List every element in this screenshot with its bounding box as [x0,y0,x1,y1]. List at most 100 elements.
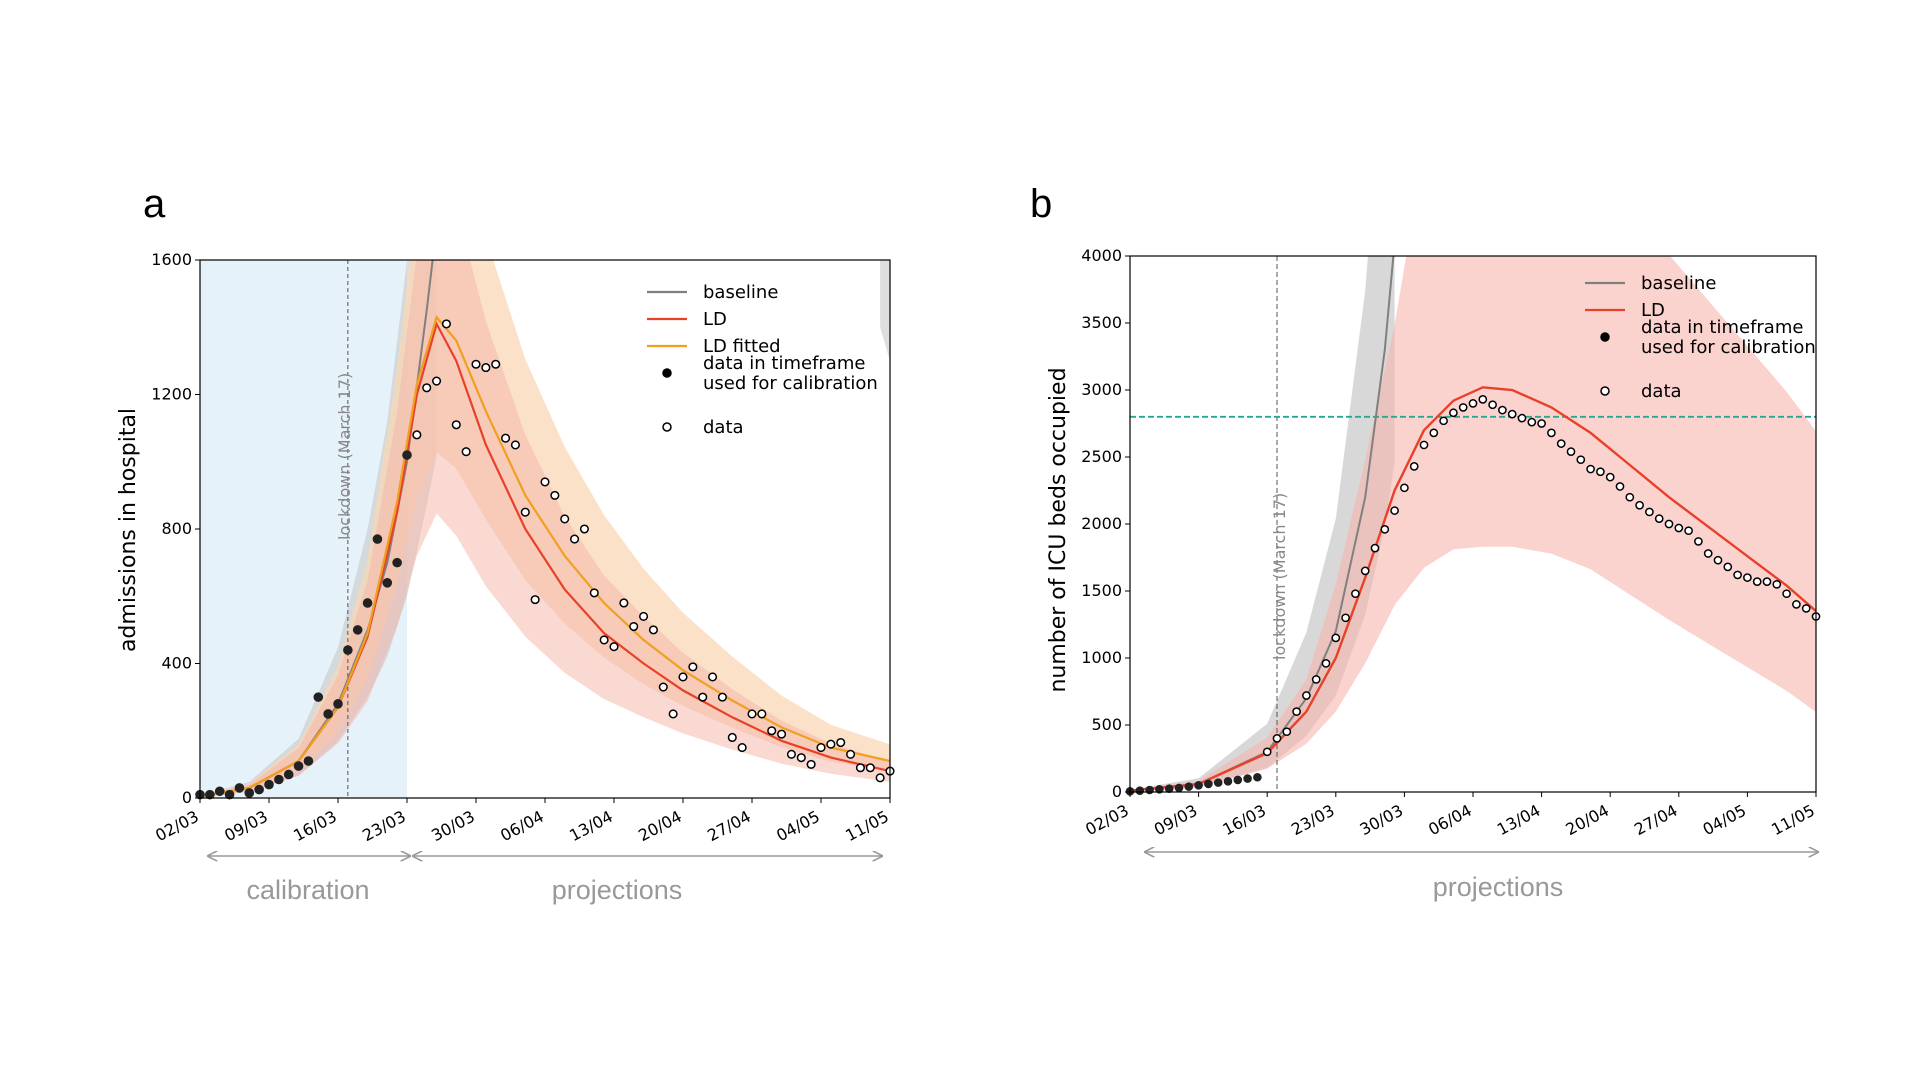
data-point-a [461,447,471,457]
data-point-a [717,692,727,702]
b-legend-label: data [1641,381,1682,402]
b-xtick-label: 06/04 [1425,801,1475,839]
calibration-point-a [402,450,412,460]
data-point-b [1331,633,1341,643]
data-point-b [1586,464,1595,474]
data-point-b [1507,409,1517,419]
calibration-point-b [1213,778,1223,787]
data-point-b [1498,405,1507,415]
data-point-b [1762,577,1772,586]
lockdown-label-a: lockdown (March 17) [335,373,354,540]
calibration-point-a [323,709,333,719]
data-point-a [786,749,796,759]
data-point-a [471,359,481,369]
b-ytick-label: 2000 [1081,514,1122,533]
calibration-point-b [1155,785,1164,794]
data-point-a [648,625,658,635]
data-point-b [1703,549,1713,558]
projections-label-b: projections [1433,872,1564,902]
data-point-b [1409,462,1419,471]
a-legend-label: LD fitted [703,336,781,357]
a-xtick-label: 30/03 [428,807,478,845]
b-xtick-label: 23/03 [1288,801,1338,839]
calibration-point-a [372,534,383,544]
data-point-a [639,611,649,621]
data-point-a [865,763,875,773]
data-point-a [658,682,668,692]
calibration-point-b [1174,783,1184,793]
data-point-b [1772,579,1782,589]
data-point-b [1380,525,1390,534]
data-point-b [1654,514,1664,523]
data-point-a [806,759,816,769]
data-point-b [1664,519,1674,529]
calibration-point-a [224,789,235,800]
data-point-a [501,433,511,443]
ld-band-a [200,260,890,797]
ld-band-b [1130,256,1816,792]
b-ytick-label: 500 [1091,715,1122,734]
b-xtick-label: 04/05 [1700,801,1750,839]
lockdown-label-b: lockdown (March 17) [1270,493,1289,660]
calibration-point-a [343,645,353,655]
calibration-point-b [1223,776,1233,786]
data-point-a [422,383,432,393]
data-point-b [1537,419,1546,428]
a-ytick-label: 1200 [151,385,192,404]
data-point-a [530,595,540,605]
b-xtick-label: 13/04 [1494,801,1544,839]
data-point-a [737,743,747,753]
data-point-a [619,598,629,608]
calibration-point-a [264,779,274,790]
calibration-point-b [1164,784,1174,793]
data-point-b [1694,537,1703,546]
data-point-b [1576,455,1586,465]
data-point-b [1615,482,1625,491]
data-point-a [678,672,688,682]
a-ytick-label: 0 [182,788,192,807]
data-point-b [1625,492,1635,502]
data-point-b [1351,589,1360,599]
calibration-point-b [1233,775,1243,785]
a-legend-label: data [703,417,744,438]
data-point-a [668,709,678,719]
a-xtick-label: 13/04 [566,807,616,845]
data-point-a [510,440,520,450]
data-point-a [481,363,491,373]
data-point-a [698,692,708,702]
data-point-a [451,420,461,430]
series-ld-b [1130,386,1816,792]
data-point-a [589,588,599,598]
calibration-point-a [293,761,304,771]
b-ytick-label: 1000 [1081,648,1122,667]
data-point-b [1400,483,1409,493]
data-point-a [579,524,589,534]
calibration-point-a [382,578,393,588]
b-xtick-label: 16/03 [1219,801,1269,839]
data-point-b [1743,573,1752,582]
data-point-b [1302,691,1311,700]
a-xtick-label: 11/05 [842,807,892,845]
b-legend-label: baseline [1641,273,1716,294]
data-point-a [540,477,550,487]
data-point-a [491,359,501,369]
y-axis-label-a: admissions in hospital [116,408,141,652]
data-point-b [1596,467,1605,477]
data-point-b [1645,507,1654,517]
data-point-b [1282,727,1292,737]
calibration-point-b [1194,781,1203,790]
calibration-point-b [1243,774,1252,783]
data-point-a [767,726,777,736]
data-point-a [855,763,865,773]
a-xtick-label: 23/03 [359,807,409,845]
a-legend-label: data in timeframe used for calibration [703,353,878,394]
data-point-b [1684,526,1693,536]
calibration-point-a [244,788,255,798]
calibration-point-b [1184,782,1194,791]
b-xtick-label: 09/03 [1151,801,1201,839]
data-point-b [1468,399,1478,408]
data-point-a [432,376,442,386]
a-legend-marker [662,368,672,378]
a-xtick-label: 27/04 [704,807,754,845]
calibration-point-a [362,598,373,608]
